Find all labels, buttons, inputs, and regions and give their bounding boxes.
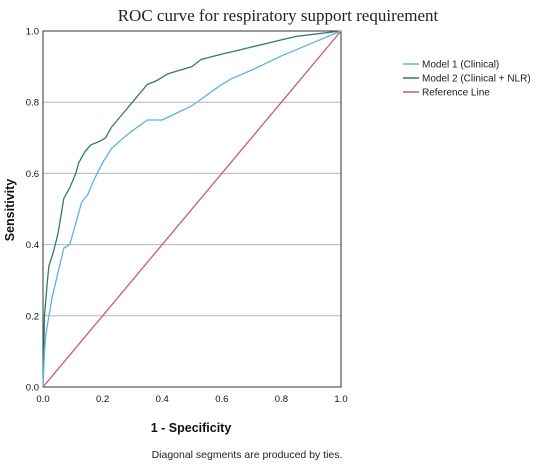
y-tick-label: 0.6 [26, 169, 39, 180]
series-line-reference-line [42, 30, 342, 388]
x-tick-label: 0.0 [36, 394, 49, 405]
plot-frame [42, 30, 342, 388]
y-tick-label: 1.0 [26, 27, 39, 38]
y-axis-ticks: 0.0 0.2 0.4 0.6 0.8 1.0 [26, 27, 39, 394]
x-axis-label: 1 - Specificity [151, 421, 232, 435]
x-tick-label: 0.2 [96, 394, 109, 405]
grid-lines [43, 101, 341, 317]
legend-label: Model 1 (Clinical) [422, 60, 499, 71]
x-axis-ticks: 0.0 0.2 0.4 0.6 0.8 1.0 [36, 394, 347, 405]
legend: Model 1 (Clinical) Model 2 (Clinical + NL… [403, 60, 531, 99]
series-line-model-1-clinical [42, 30, 342, 388]
x-tick-label: 1.0 [334, 394, 347, 405]
x-tick-label: 0.4 [156, 394, 169, 405]
legend-label: Reference Line [422, 88, 490, 99]
y-tick-label: 0.8 [26, 98, 39, 109]
y-tick-label: 0.2 [26, 311, 39, 322]
legend-label: Model 2 (Clinical + NLR) [422, 74, 531, 85]
chart-title: ROC curve for respiratory support requir… [118, 6, 439, 25]
series-layer [42, 30, 342, 388]
series-line-model-2-clinical-nlr [42, 30, 342, 388]
y-axis-label: Sensitivity [3, 179, 17, 242]
x-tick-label: 0.6 [215, 394, 228, 405]
y-tick-label: 0.0 [26, 383, 39, 394]
footnote: Diagonal segments are produced by ties. [152, 449, 343, 461]
y-tick-label: 0.4 [26, 240, 39, 251]
x-tick-label: 0.8 [275, 394, 288, 405]
